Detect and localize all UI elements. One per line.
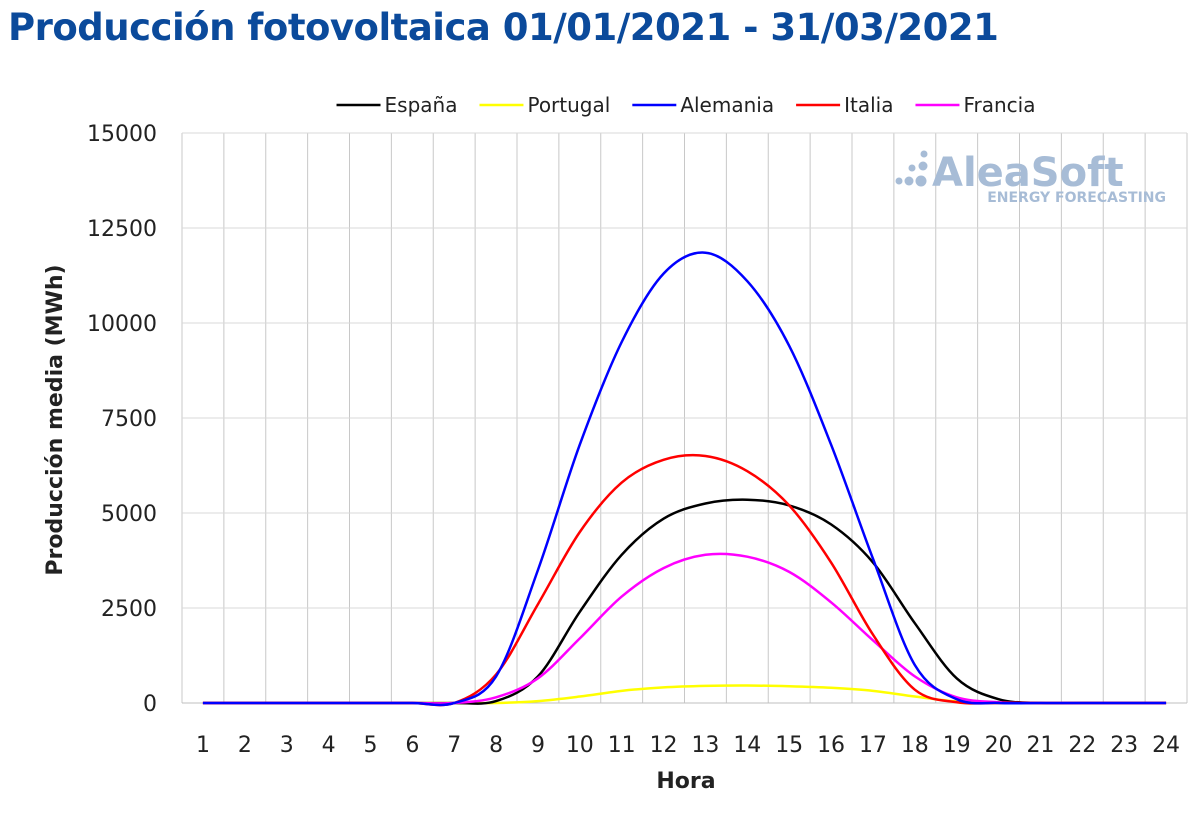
x-tick-label: 19 xyxy=(943,733,971,758)
y-tick-label: 10000 xyxy=(87,312,157,337)
x-tick-label: 24 xyxy=(1152,733,1180,758)
y-tick-label: 5000 xyxy=(101,502,157,527)
logo-tagline: ENERGY FORECASTING xyxy=(987,190,1166,206)
x-tick-label: 12 xyxy=(650,733,678,758)
x-tick-label: 11 xyxy=(608,733,636,758)
logo-name: AleaSoft xyxy=(932,150,1124,196)
y-tick-labels: 0 2500 5000 7500 10000 12500 15000 xyxy=(87,122,157,717)
logo-dot xyxy=(915,175,927,187)
logo-dot xyxy=(920,150,928,158)
y-axis-label: Producción media (MWh) xyxy=(43,264,68,575)
y-tick-label: 2500 xyxy=(101,597,157,622)
x-tick-label: 7 xyxy=(447,733,461,758)
series-lines xyxy=(202,251,1167,707)
x-tick-label: 6 xyxy=(405,733,419,758)
x-axis-label: Hora xyxy=(656,769,715,794)
y-tick-label: 0 xyxy=(143,692,157,717)
x-tick-label: 14 xyxy=(733,733,761,758)
x-tick-label: 3 xyxy=(280,733,294,758)
x-tick-label: 16 xyxy=(817,733,845,758)
series-line-alemania xyxy=(202,251,1167,707)
x-tick-label: 22 xyxy=(1068,733,1096,758)
chart-title: Producción fotovoltaica 01/01/2021 - 31/… xyxy=(8,6,999,49)
x-tick-label: 5 xyxy=(363,733,377,758)
x-tick-labels: 1 2 3 4 5 6 7 8 9 10 11 12 13 14 15 16 17 18 19 20 21 22 23 24 xyxy=(196,733,1180,758)
gridlines xyxy=(181,132,1188,704)
legend-label: Francia xyxy=(963,93,1035,117)
logo-dot xyxy=(908,164,916,172)
x-tick-label: 1 xyxy=(196,733,210,758)
x-tick-label: 15 xyxy=(775,733,803,758)
x-tick-label: 18 xyxy=(901,733,929,758)
logo-dot xyxy=(895,177,903,185)
legend-label: España xyxy=(385,93,458,117)
x-tick-label: 21 xyxy=(1026,733,1054,758)
legend-label: Portugal xyxy=(527,93,610,117)
logo-dot xyxy=(918,161,928,171)
x-tick-label: 4 xyxy=(322,733,336,758)
legend-label: Italia xyxy=(844,93,893,117)
y-tick-label: 7500 xyxy=(101,407,157,432)
x-tick-label: 2 xyxy=(238,733,252,758)
x-tick-label: 8 xyxy=(489,733,503,758)
x-tick-label: 13 xyxy=(691,733,719,758)
aleasoft-logo: AleaSoft ENERGY FORECASTING xyxy=(895,150,1166,206)
legend: España Portugal Alemania Italia Francia xyxy=(336,93,1035,117)
x-tick-label: 10 xyxy=(566,733,594,758)
x-tick-label: 20 xyxy=(985,733,1013,758)
logo-dot xyxy=(904,176,914,186)
x-tick-label: 17 xyxy=(859,733,887,758)
y-tick-label: 15000 xyxy=(87,122,157,147)
y-tick-label: 12500 xyxy=(87,217,157,242)
x-tick-label: 23 xyxy=(1110,733,1138,758)
legend-label: Alemania xyxy=(680,93,774,117)
x-tick-label: 9 xyxy=(531,733,545,758)
